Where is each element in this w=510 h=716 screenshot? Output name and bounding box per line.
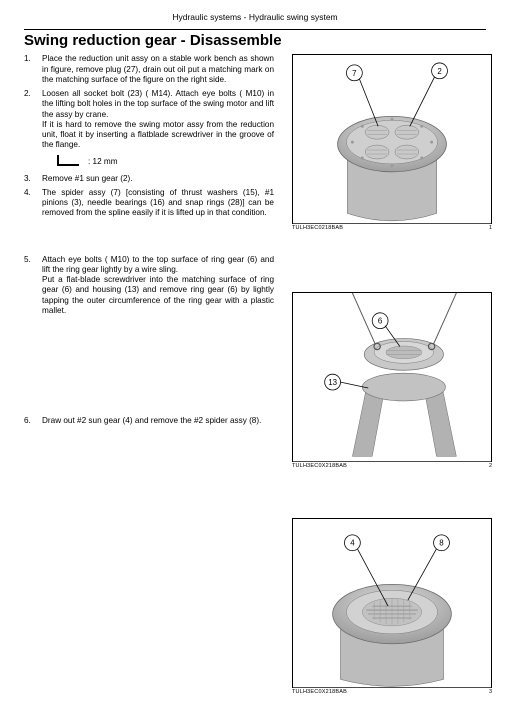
step-1-text: Place the reduction unit assy on a stabl… <box>42 54 274 85</box>
page-header: Hydraulic systems - Hydraulic swing syst… <box>24 12 486 23</box>
fig2-callout-13: 13 <box>328 378 337 387</box>
step-3-text: Remove #1 sun gear (2). <box>42 174 274 184</box>
step-5a-text: Attach eye bolts ( M10) to the top surfa… <box>42 255 274 274</box>
step-1: 1. Place the reduction unit assy on a st… <box>24 54 274 85</box>
figure-3-index: 3 <box>489 689 492 696</box>
step-2b-text: If it is hard to remove the swing motor … <box>42 120 274 150</box>
figure-1-code: TULH3EC0218BAB <box>292 225 343 232</box>
fig2-callout-6: 6 <box>378 317 383 326</box>
header-rule <box>24 29 486 30</box>
step-3: 3. Remove #1 sun gear (2). <box>24 174 274 184</box>
figure-3-code: TULH3EC0X218BAB <box>292 689 347 696</box>
step-4-text: The spider assy (7) [consisting of thrus… <box>42 188 274 219</box>
fig3-callout-4: 4 <box>350 539 355 548</box>
step-2-num: 2. <box>24 89 42 151</box>
fig1-callout-2: 2 <box>437 67 441 76</box>
step-1-num: 1. <box>24 54 42 85</box>
figure-1: 7 2 <box>292 54 492 224</box>
step-4: 4. The spider assy (7) [consisting of th… <box>24 188 274 219</box>
step-5: 5. Attach eye bolts ( M10) to the top su… <box>24 255 274 317</box>
figure-3: 4 8 <box>292 518 492 688</box>
wrench-icon <box>54 155 82 169</box>
step-2a-text: Loosen all socket bolt (23) ( M14). Atta… <box>42 89 274 119</box>
page-title: Swing reduction gear - Disassemble <box>24 32 486 51</box>
fig3-callout-8: 8 <box>439 539 444 548</box>
content-area: 7 2 TULH3EC0218BAB 1 <box>24 54 486 426</box>
step-4-num: 4. <box>24 188 42 219</box>
step-6: 6. Draw out #2 sun gear (4) and remove t… <box>24 416 274 426</box>
figure-1-index: 1 <box>489 225 492 232</box>
figure-3-caption: TULH3EC0X218BAB 3 <box>292 688 492 696</box>
step-5b-text: Put a flat-blade screwdriver into the ma… <box>42 275 274 315</box>
fig1-callout-7: 7 <box>352 69 356 78</box>
figure-2-index: 2 <box>489 463 492 470</box>
step-5-text: Attach eye bolts ( M10) to the top surfa… <box>42 255 274 317</box>
step-6-num: 6. <box>24 416 42 426</box>
step-6-text: Draw out #2 sun gear (4) and remove the … <box>42 416 274 426</box>
step-3-num: 3. <box>24 174 42 184</box>
step-5-num: 5. <box>24 255 42 317</box>
step-2-text: Loosen all socket bolt (23) ( M14). Atta… <box>42 89 274 151</box>
figure-2: 6 13 <box>292 292 492 462</box>
wrench-label: : 12 mm <box>88 157 118 167</box>
step-2: 2. Loosen all socket bolt (23) ( M14). A… <box>24 89 274 151</box>
figure-2-caption: TULH3EC0X218BAB 2 <box>292 462 492 470</box>
figure-1-caption: TULH3EC0218BAB 1 <box>292 224 492 232</box>
figure-2-code: TULH3EC0X218BAB <box>292 463 347 470</box>
